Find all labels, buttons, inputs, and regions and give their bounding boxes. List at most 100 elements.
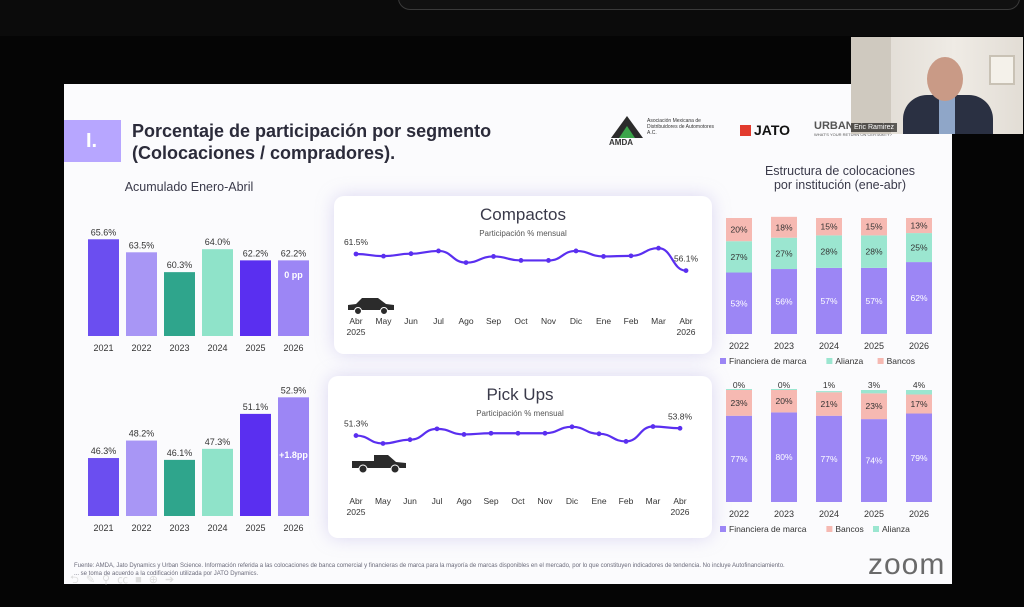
video-door (851, 37, 891, 134)
x-tick-label: Dic (570, 316, 583, 326)
x-tick-label: Mar (651, 316, 666, 326)
stacked-segment (726, 218, 752, 242)
cc-icon[interactable]: ㏄ (117, 574, 129, 586)
data-point (407, 437, 413, 443)
bar (278, 397, 309, 516)
segment-value-label: 57% (865, 296, 882, 306)
pickup-truck-icon (352, 455, 406, 474)
line-chart-title: Compactos (480, 205, 566, 224)
stacked-segment (771, 389, 797, 390)
bar-value-label: 65.6% (91, 227, 117, 237)
bar (164, 272, 195, 336)
stacked-segment (906, 390, 932, 395)
slide-footer: Fuente: AMDA, Jato Dynamics y Urban Scie… (74, 562, 934, 578)
data-point (488, 430, 494, 436)
data-point (408, 251, 414, 257)
x-tick-label: 2025 (245, 523, 265, 533)
x-tick-label: Jun (404, 316, 418, 326)
segment-value-label: 20% (730, 225, 747, 235)
legend-label: Alianza (835, 356, 863, 366)
x-tick-label: Abr 2025 (347, 316, 366, 337)
stacked-segment (726, 389, 752, 390)
participant-video-tile[interactable]: Eric Ramirez (851, 37, 1023, 134)
x-tick-label: 2026 (909, 509, 929, 519)
data-point (518, 258, 524, 263)
pickups-card: Pick Ups Participación % mensual 51.3% 53.8… (328, 376, 712, 538)
forward-arrow-icon[interactable]: ➔ (164, 574, 175, 586)
jato-mark-icon (740, 125, 751, 136)
data-point (573, 248, 579, 254)
bar (164, 459, 195, 516)
section-number-box (64, 120, 121, 162)
bar (126, 252, 157, 336)
right-subtitle: Estructura de colocaciones por instituci… (740, 164, 940, 192)
right-subtitle-line2: por institución (ene-abr) (773, 178, 906, 192)
bar (202, 249, 233, 336)
x-tick-label: Jul (432, 496, 443, 506)
x-tick-label: 2025 (864, 341, 884, 351)
bar (278, 260, 309, 336)
segment-value-label: 4% (913, 382, 926, 390)
legend-label: Alianza (882, 524, 910, 534)
x-tick-label: 2022 (131, 343, 151, 353)
segment-value-label: 56% (775, 297, 792, 307)
bar-value-label: 64.0% (205, 237, 231, 247)
data-point (463, 260, 469, 266)
bar-value-label: 62.2% (243, 248, 269, 258)
x-tick-label: Ene (596, 316, 611, 326)
stacked-segment (816, 218, 842, 236)
x-tick-label: Sep (486, 316, 501, 326)
compactos-accumulated-bar-chart: 65.6% 2021 63.5% 2022 60.3% 2023 64.0% 2024 62.2… (88, 227, 309, 353)
x-tick-label: 2024 (207, 523, 227, 533)
bar-value-label: 63.5% (129, 240, 155, 250)
segment-value-label: 23% (865, 401, 882, 411)
stacked-segment (816, 415, 842, 502)
stacked-segment (726, 415, 752, 502)
segment-value-label: 3% (868, 382, 881, 390)
legend-swatch (877, 358, 884, 364)
x-tick-label: 2026 (283, 523, 303, 533)
bar (240, 260, 271, 336)
x-tick-label: Ago (458, 316, 473, 326)
x-tick-label: 2025 (864, 509, 884, 519)
end-value-label: 53.8% (668, 411, 693, 421)
segment-value-label: 57% (820, 296, 837, 306)
x-tick-label: 2025 (245, 343, 265, 353)
legend-swatch (826, 358, 833, 364)
pickups-institution-stacked-chart: 77% 23% 0% 2022 80% 20% 0% 2023 77% 21% 1% 2024 74% 2… (720, 382, 932, 534)
options-icon[interactable]: ⊕ (148, 574, 158, 586)
x-tick-label: Oct (514, 316, 528, 326)
legend-swatch (720, 358, 726, 364)
participant-name-label: Eric Ramirez (851, 123, 898, 132)
stacked-segment (906, 394, 932, 414)
car-icon (348, 298, 394, 315)
x-tick-label: 2021 (93, 343, 113, 353)
x-tick-label: Nov (541, 316, 557, 326)
stacked-segment (726, 390, 752, 416)
camera-icon[interactable]: ■ (135, 574, 142, 586)
x-tick-label: Oct (511, 496, 525, 506)
footer-line1: Fuente: AMDA, Jato Dynamics y Urban Scie… (74, 563, 785, 569)
bar-value-label: 46.1% (167, 448, 193, 458)
meeting-controls-bar[interactable] (398, 0, 1020, 10)
back-arrow-icon[interactable]: ⮌ (70, 574, 79, 586)
stacked-segment (861, 419, 887, 502)
data-point (515, 430, 521, 436)
x-tick-label: 2022 (131, 523, 151, 533)
line-chart-title: Pick Ups (486, 385, 553, 404)
magnifier-icon[interactable]: ⚲ (102, 574, 111, 586)
x-tick-label: Ene (591, 496, 606, 506)
segment-value-label: 0% (778, 382, 791, 390)
left-subtitle: Acumulado Enero-Abril (124, 180, 254, 194)
data-point (596, 431, 602, 437)
footer-line2: ... se toma de acuerdo a la codificación… (74, 571, 259, 577)
bar-value-label: 48.2% (129, 429, 155, 439)
line-chart-subtitle: Participación % mensual (476, 409, 564, 418)
bar-value-label: 52.9% (281, 385, 307, 395)
right-subtitle-line1: Estructura de colocaciones (764, 164, 916, 178)
legend-label: Financiera de marca (729, 356, 807, 366)
pickups-line-chart: Pick Ups Participación % mensual 51.3% 53.8… (344, 385, 693, 517)
stacked-segment (816, 267, 842, 334)
pen-icon[interactable]: ✎ (85, 574, 96, 586)
segment-value-label: 62% (910, 293, 927, 303)
